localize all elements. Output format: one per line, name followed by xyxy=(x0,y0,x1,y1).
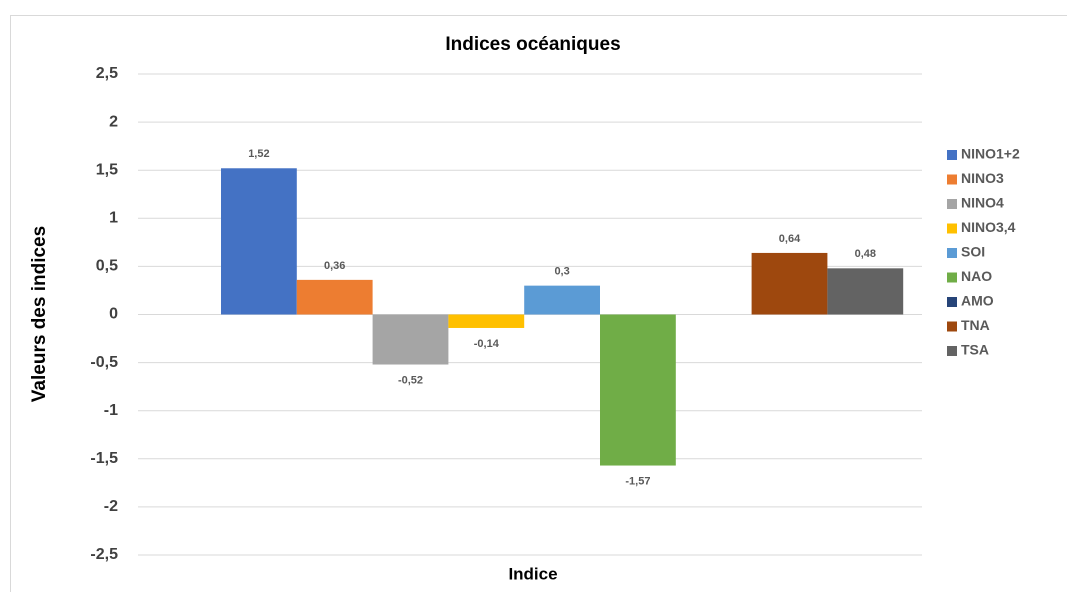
chart-border xyxy=(10,15,1067,592)
bar xyxy=(751,252,828,315)
bar xyxy=(221,168,297,315)
data-label: 0,48 xyxy=(855,248,876,260)
legend-swatch xyxy=(947,223,957,234)
y-tick-label: 1,5 xyxy=(96,161,118,178)
data-label: 0,36 xyxy=(324,260,345,272)
y-tick-label: 1 xyxy=(109,210,118,227)
chart-title: Indices océaniques xyxy=(445,34,620,55)
y-tick-label: 2 xyxy=(109,113,118,130)
data-label: 0,3 xyxy=(554,266,569,278)
legend-label: TSA xyxy=(961,342,989,358)
y-tick-label: -0,5 xyxy=(90,354,118,371)
legend-swatch xyxy=(947,248,957,258)
bar xyxy=(524,285,600,315)
y-tick-label: 0 xyxy=(109,306,118,323)
legend-swatch xyxy=(947,174,957,185)
data-label: -0,52 xyxy=(398,374,423,386)
legend-label: TNA xyxy=(961,317,990,333)
bar xyxy=(372,314,449,365)
bar xyxy=(448,314,525,328)
legend-swatch xyxy=(947,272,957,283)
y-tick-label: -2 xyxy=(104,498,118,515)
x-axis-title: Indice xyxy=(508,564,557,583)
y-axis-title: Valeurs des indices xyxy=(29,226,50,402)
data-label: -1,57 xyxy=(625,475,650,487)
bar xyxy=(827,268,904,315)
legend-swatch xyxy=(947,321,957,332)
data-label: 0,64 xyxy=(779,233,801,245)
y-tick-label: 0,5 xyxy=(96,258,118,275)
bar xyxy=(296,279,373,315)
legend-swatch xyxy=(947,150,957,160)
legend-swatch xyxy=(947,199,957,209)
legend-label: NINO3,4 xyxy=(961,219,1016,235)
data-label: -0,14 xyxy=(474,338,500,350)
legend-label: NINO3 xyxy=(961,170,1004,186)
legend-label: NINO1+2 xyxy=(961,146,1020,162)
legend-label: AMO xyxy=(961,293,994,309)
legend-label: NAO xyxy=(961,268,992,284)
y-tick-label: -1,5 xyxy=(90,450,118,467)
legend-label: NINO4 xyxy=(961,195,1004,211)
legend-label: SOI xyxy=(961,244,985,260)
legend-swatch xyxy=(947,297,957,307)
y-tick-label: -2,5 xyxy=(90,546,118,563)
y-tick-label: -1 xyxy=(104,402,118,419)
data-label: 1,52 xyxy=(248,148,269,160)
bar xyxy=(600,314,676,466)
y-tick-label: 2,5 xyxy=(96,65,118,82)
legend-swatch xyxy=(947,346,957,356)
